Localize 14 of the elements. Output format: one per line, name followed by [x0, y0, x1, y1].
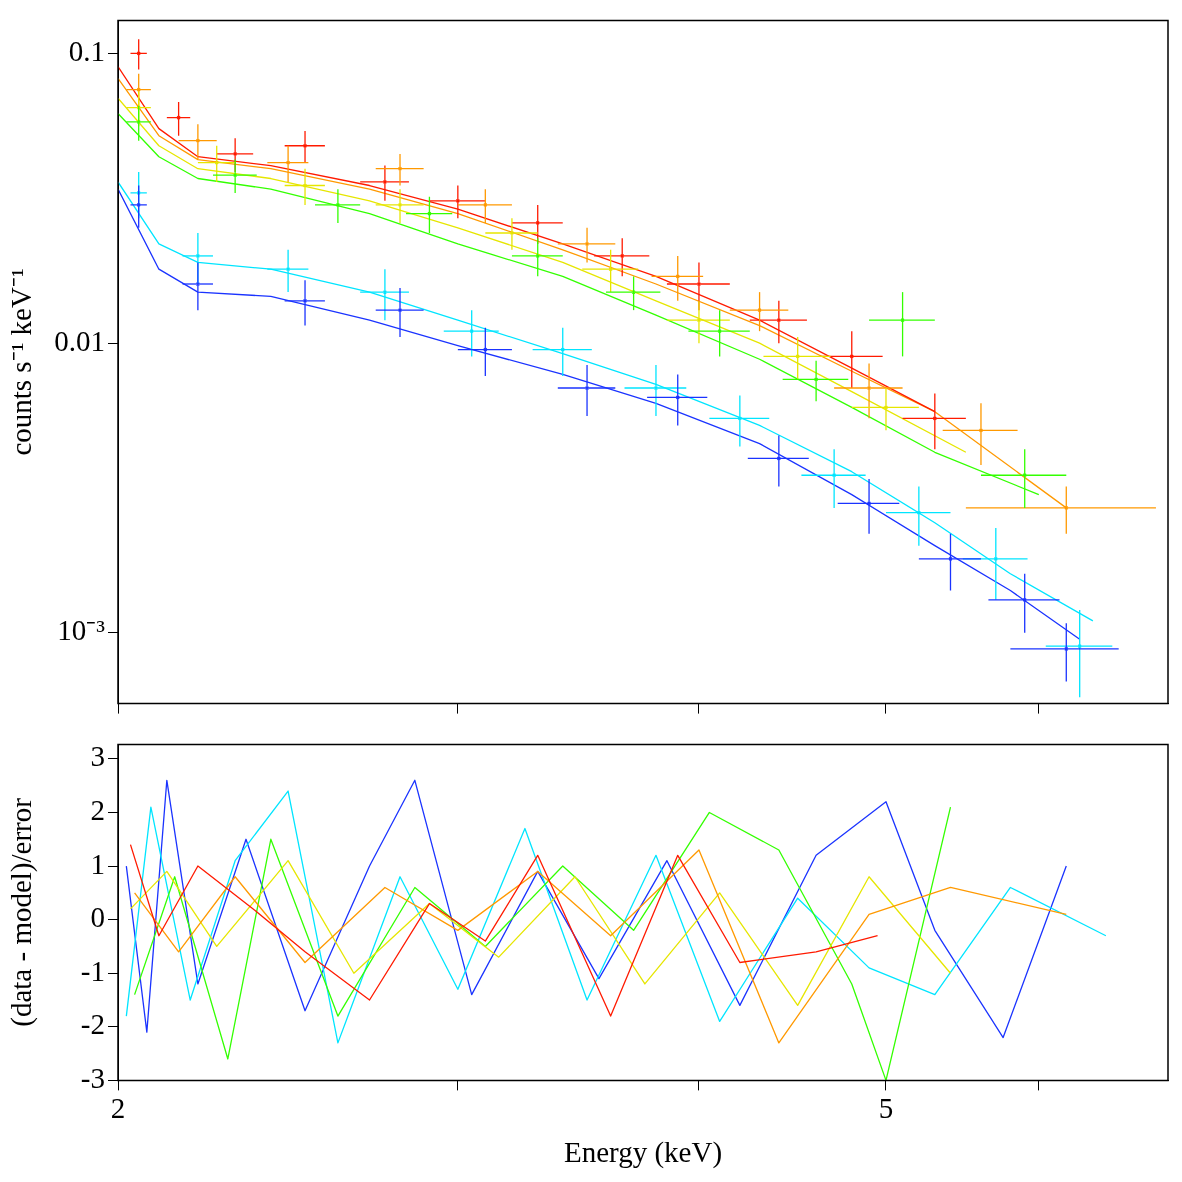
y-tick-label: 3: [90, 740, 105, 773]
y-tick-label: -3: [80, 1062, 105, 1095]
x-axis-title: Energy (keV): [563, 1136, 723, 1170]
y-axis-title: counts s⁻¹ keV⁻¹: [5, 268, 38, 456]
y-tick-label: -1: [80, 954, 105, 987]
y-tick-label: 0.1: [68, 35, 105, 68]
y-tick-label: -2: [80, 1008, 105, 1041]
y-tick-label: 2: [90, 794, 105, 827]
y-tick-label: 0: [90, 901, 105, 934]
y-tick-label: 1: [90, 847, 105, 880]
y-axis-title: (data - model)/error: [5, 797, 39, 1027]
x-tick-label: 5: [878, 1092, 894, 1125]
y-tick-label: 10⁻³: [57, 614, 106, 647]
y-tick-label: 0.01: [54, 324, 105, 357]
